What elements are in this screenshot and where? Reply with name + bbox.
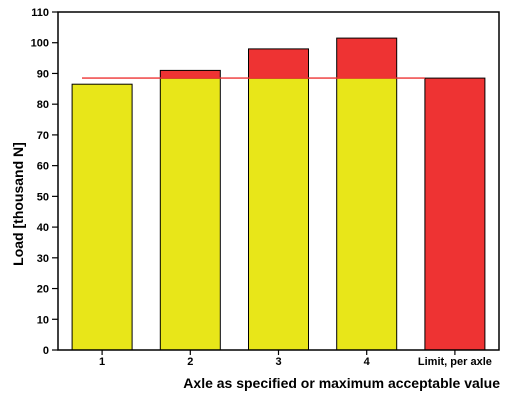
y-tick-label: 30 <box>37 253 49 265</box>
x-tick-label: Limit, per axle <box>418 356 492 368</box>
x-tick-label: 4 <box>364 356 371 368</box>
y-tick-label: 20 <box>37 284 49 296</box>
bar-within-2 <box>159 77 221 351</box>
y-tick-label: 10 <box>37 314 49 326</box>
x-tick-label: 3 <box>275 356 281 368</box>
y-tick-label: 0 <box>43 345 49 357</box>
bar-within-1 <box>71 83 133 351</box>
bar-excess-2 <box>159 69 221 79</box>
bar-within-3 <box>248 77 309 351</box>
bar-excess-5 <box>424 77 486 351</box>
bar-excess-3 <box>248 48 309 79</box>
bar-excess-4 <box>336 37 398 79</box>
x-tick-label: 1 <box>99 356 105 368</box>
y-tick-label: 80 <box>37 99 49 111</box>
y-tick-label: 60 <box>37 161 49 173</box>
y-tick-label: 50 <box>37 191 49 203</box>
bar-within-4 <box>336 77 398 351</box>
x-axis-label: Axle as specified or maximum acceptable … <box>183 375 500 391</box>
y-axis-label: Load [thousand N] <box>10 142 26 266</box>
bars-group <box>71 37 486 351</box>
y-tick-label: 100 <box>31 38 49 50</box>
y-tick-label: 70 <box>37 130 49 142</box>
x-tick-label: 2 <box>187 356 193 368</box>
x-axis-ticks: 1 2 3 4 Limit, per axle <box>99 350 492 368</box>
y-tick-label: 110 <box>31 7 49 19</box>
y-axis-ticks: 0 10 20 30 40 50 60 70 80 90 100 110 <box>31 7 58 357</box>
y-tick-label: 40 <box>37 222 49 234</box>
y-tick-label: 90 <box>37 68 49 80</box>
